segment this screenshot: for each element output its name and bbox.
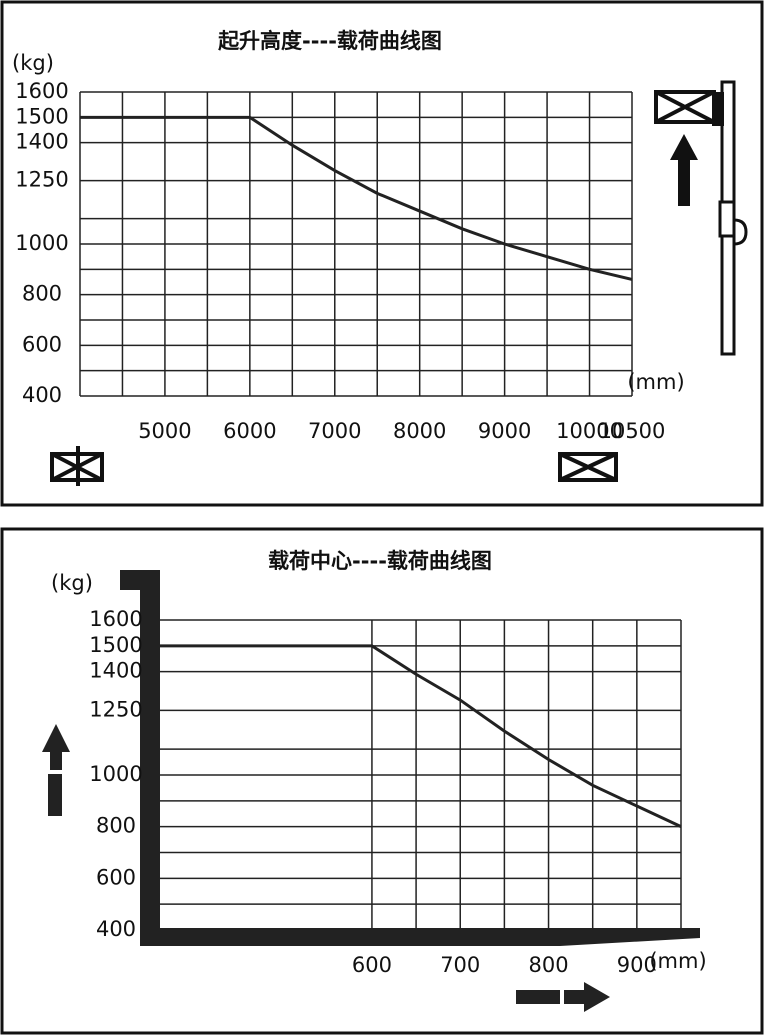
carriage [718,200,736,238]
y-tick-label: 1600 [15,79,68,103]
y-tick-label: 1250 [89,697,142,721]
y-tick-label: 1400 [15,130,68,154]
y-tick-label: 600 [22,332,62,356]
x-tick-label: 5000 [138,419,191,443]
y-axis-label: (kg) [51,571,93,595]
x-axis-label: (mm) [649,949,706,973]
y-tick-label: 1500 [15,104,68,128]
x-tick-label: 900 [617,953,657,977]
y-tick-label: 800 [22,282,62,306]
y-tick-label: 1400 [89,659,142,683]
x-tick-label: 6000 [223,419,276,443]
y-axis-label: (kg) [12,51,54,75]
x-tick-label: 700 [440,953,480,977]
load-curve [80,115,633,281]
right-arrow [516,982,610,1012]
y-tick-label: 400 [22,383,62,407]
y-tick-label: 1500 [89,633,142,657]
y-tick-label: 400 [96,917,136,941]
x-tick-label: 10500 [599,419,666,443]
y-tick-label: 600 [96,865,136,889]
crate-icon [654,90,724,126]
x-tick-label: 600 [352,953,392,977]
chart-title: 起升高度----载荷曲线图 [217,29,442,53]
y-tick-label: 800 [96,814,136,838]
x-tick-label: 8000 [393,419,446,443]
chart-title: 载荷中心----载荷曲线图 [268,549,492,573]
x-tick-label: 7000 [308,419,361,443]
panel [0,0,764,507]
crate-icon [50,446,104,486]
x-tick-label: 800 [528,953,568,977]
x-axis-label: (mm) [627,370,684,394]
fork [120,570,700,946]
y-tick-label: 1600 [89,607,142,631]
x-tick-label: 9000 [478,419,531,443]
up-arrow [670,134,698,206]
x-tick-label: 10000 [556,419,623,443]
panel [0,527,764,1035]
crate-icon [558,452,618,482]
y-tick-label: 1000 [89,762,142,786]
hook [733,218,748,246]
load-curve [160,644,682,829]
y-tick-label: 1000 [15,231,68,255]
up-arrow [42,724,70,816]
y-tick-label: 1250 [15,168,68,192]
